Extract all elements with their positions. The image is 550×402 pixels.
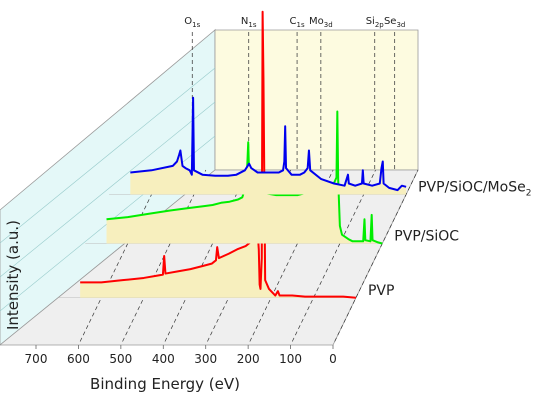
peak-label-mo: Mo3d bbox=[309, 16, 333, 29]
x-tick-label: 300 bbox=[194, 352, 217, 366]
peak-label-si: Si2p bbox=[366, 16, 385, 29]
y-axis-label: Intensity (a.u.) bbox=[4, 220, 22, 330]
x-tick-label: 100 bbox=[279, 352, 302, 366]
series-layer: PVP PVP/SiOC PVP/SiOC/MoSe2 bbox=[80, 10, 531, 299]
wall-grid-line bbox=[0, 101, 216, 278]
x-axis-label: Binding Energy (eV) bbox=[90, 375, 240, 393]
floor-grid-line bbox=[334, 169, 419, 342]
x-tick-label: 200 bbox=[237, 352, 260, 366]
floor-grid-line bbox=[122, 169, 207, 342]
x-tick-label: 400 bbox=[152, 352, 175, 366]
peak-label-n: N1s bbox=[241, 16, 257, 29]
wall-grid-line bbox=[0, 67, 216, 244]
floor-grid-line bbox=[207, 169, 292, 342]
floor-grid-line bbox=[79, 169, 164, 342]
x-tick-label: 0 bbox=[329, 352, 337, 366]
series-label-2: PVP/SiOC/MoSe2 bbox=[418, 180, 531, 199]
x-axis-ticks: 700 600 500 400 300 200 100 0 bbox=[25, 345, 337, 366]
peak-label-se: Se3d bbox=[384, 16, 405, 29]
series-line-pvp-sioc-mose2 bbox=[130, 96, 407, 192]
x-tick-label: 700 bbox=[25, 352, 48, 366]
series-label-0: PVP bbox=[368, 283, 394, 299]
back-wall bbox=[214, 29, 419, 171]
x-tick-label: 600 bbox=[67, 352, 90, 366]
peak-label-o: O1s bbox=[184, 16, 200, 29]
peak-label-c: C1s bbox=[290, 16, 305, 29]
floor-grid-line bbox=[164, 169, 249, 342]
series-label-1: PVP/SiOC bbox=[394, 229, 459, 245]
floor-grid-line bbox=[249, 169, 334, 342]
floor-grid-line bbox=[291, 169, 376, 342]
peak-labels: O1s N1s C1s Mo3d Si2p Se3d bbox=[184, 16, 405, 29]
x-tick-label: 500 bbox=[109, 352, 132, 366]
